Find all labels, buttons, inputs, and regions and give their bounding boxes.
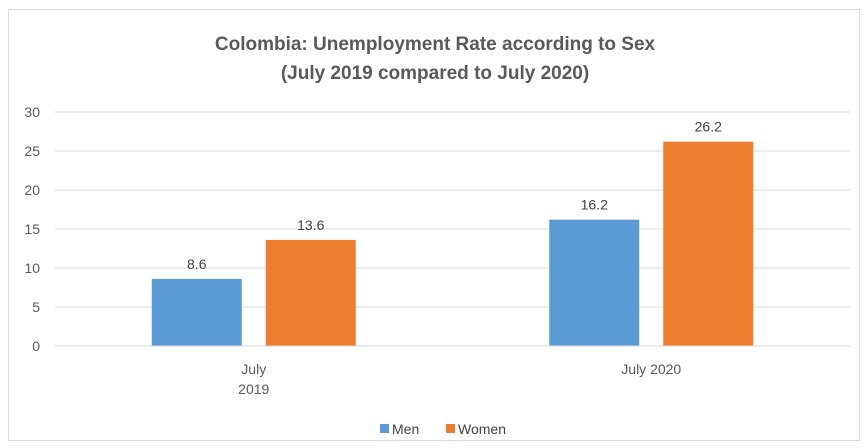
y-tick-label: 5 <box>32 299 40 315</box>
x-tick-label: 2019 <box>238 381 269 397</box>
chart-title-line-1: Colombia: Unemployment Rate according to… <box>215 34 656 55</box>
legend: Men Women <box>380 421 506 437</box>
bar-women-0 <box>265 239 356 346</box>
y-tick-label: 15 <box>24 221 40 237</box>
data-label: 26.2 <box>695 119 722 135</box>
legend-label-men: Men <box>392 421 419 437</box>
data-label: 13.6 <box>297 217 324 233</box>
x-tick-label: July <box>241 361 266 377</box>
chart-title-line-2: (July 2019 compared to July 2020) <box>281 63 589 84</box>
y-tick-label: 20 <box>24 182 40 198</box>
bars <box>55 141 850 347</box>
y-tick-label: 25 <box>24 143 40 159</box>
x-axis-tick-labels: July 2019 July 2020 <box>238 361 681 397</box>
bar-men-1 <box>549 219 640 346</box>
y-tick-label: 30 <box>24 104 40 120</box>
x-tick-label: July 2020 <box>621 361 681 377</box>
data-label: 8.6 <box>187 256 207 272</box>
data-label: 16.2 <box>581 197 608 213</box>
y-tick-label: 10 <box>24 260 40 276</box>
bar-men-0 <box>151 278 242 346</box>
y-axis-tick-labels: 0 5 10 15 20 25 30 <box>24 104 40 354</box>
legend-swatch-women <box>446 424 455 433</box>
y-tick-label: 0 <box>32 338 40 354</box>
bar-women-1 <box>663 141 754 346</box>
legend-label-women: Women <box>458 421 506 437</box>
data-labels: 8.6 13.6 16.2 26.2 <box>187 119 722 272</box>
legend-swatch-men <box>380 424 389 433</box>
